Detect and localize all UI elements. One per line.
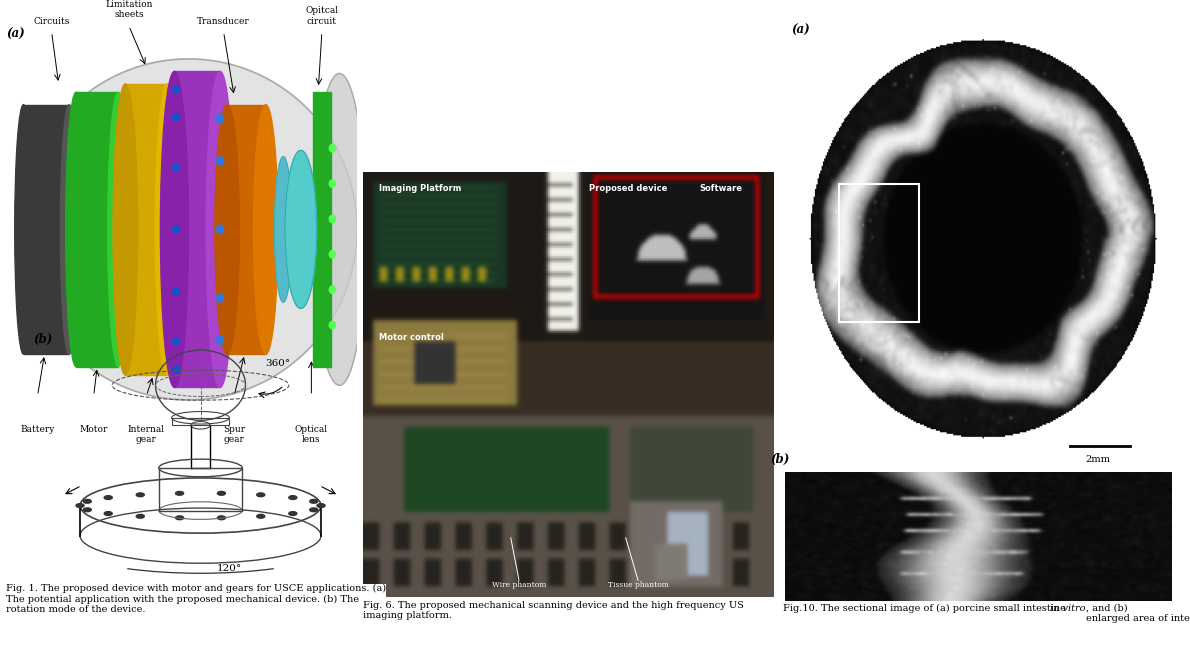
- Ellipse shape: [83, 508, 92, 512]
- Ellipse shape: [215, 105, 239, 354]
- Ellipse shape: [173, 226, 180, 233]
- Text: Software: Software: [700, 184, 743, 193]
- Ellipse shape: [20, 59, 357, 400]
- Ellipse shape: [217, 157, 224, 165]
- Ellipse shape: [286, 150, 317, 308]
- Ellipse shape: [330, 251, 336, 258]
- Ellipse shape: [317, 504, 325, 508]
- Ellipse shape: [176, 516, 183, 519]
- Ellipse shape: [253, 105, 278, 354]
- Text: Limitation
sheets: Limitation sheets: [105, 0, 152, 19]
- Ellipse shape: [330, 215, 336, 223]
- Ellipse shape: [217, 115, 224, 123]
- Ellipse shape: [76, 504, 84, 508]
- Ellipse shape: [173, 366, 180, 373]
- Ellipse shape: [113, 84, 138, 375]
- Ellipse shape: [313, 73, 365, 385]
- Ellipse shape: [217, 225, 224, 234]
- Ellipse shape: [173, 86, 180, 93]
- Text: Proposed device: Proposed device: [589, 184, 668, 193]
- Ellipse shape: [173, 288, 180, 296]
- Ellipse shape: [173, 226, 180, 233]
- Text: Circuits: Circuits: [33, 16, 70, 26]
- Ellipse shape: [173, 366, 180, 373]
- Ellipse shape: [155, 84, 180, 375]
- Ellipse shape: [105, 496, 112, 500]
- Text: Battery: Battery: [20, 425, 55, 434]
- Ellipse shape: [289, 496, 296, 500]
- Text: Wire phantom: Wire phantom: [491, 581, 546, 589]
- Ellipse shape: [83, 500, 92, 503]
- Ellipse shape: [173, 114, 180, 121]
- Ellipse shape: [218, 516, 225, 519]
- Text: Spur
gear: Spur gear: [223, 425, 245, 444]
- Ellipse shape: [289, 512, 296, 515]
- Ellipse shape: [330, 180, 336, 187]
- Text: Fig. 1. The proposed device with motor and gears for USCE applications. (a)
The : Fig. 1. The proposed device with motor a…: [6, 584, 386, 614]
- Ellipse shape: [161, 71, 188, 387]
- Ellipse shape: [105, 512, 112, 515]
- Text: (b): (b): [33, 333, 52, 345]
- Text: (b): (b): [770, 453, 789, 465]
- Text: Opitcal
circuit: Opitcal circuit: [306, 7, 338, 26]
- Ellipse shape: [136, 514, 144, 518]
- Ellipse shape: [275, 156, 292, 302]
- Ellipse shape: [108, 92, 129, 367]
- Ellipse shape: [14, 105, 32, 354]
- Polygon shape: [76, 92, 118, 367]
- Polygon shape: [313, 92, 331, 367]
- Text: Motor: Motor: [80, 425, 108, 434]
- Text: Transducer: Transducer: [198, 16, 250, 26]
- Text: , and (b)
enlarged area of interest, shown with 46 dB dynamic range.: , and (b) enlarged area of interest, sho…: [1086, 604, 1190, 623]
- Ellipse shape: [217, 115, 224, 123]
- Ellipse shape: [309, 508, 318, 512]
- Text: Motor control: Motor control: [380, 333, 444, 343]
- Ellipse shape: [257, 514, 264, 518]
- Ellipse shape: [61, 105, 77, 354]
- Ellipse shape: [218, 492, 225, 495]
- Ellipse shape: [173, 288, 180, 296]
- Text: in vitro: in vitro: [1050, 604, 1085, 613]
- Ellipse shape: [173, 114, 180, 121]
- Text: Imaging Platform: Imaging Platform: [380, 184, 462, 193]
- Ellipse shape: [313, 94, 331, 364]
- Ellipse shape: [173, 164, 180, 171]
- Polygon shape: [175, 71, 220, 387]
- Ellipse shape: [65, 92, 87, 367]
- Ellipse shape: [330, 321, 336, 329]
- Ellipse shape: [309, 500, 318, 503]
- Ellipse shape: [217, 294, 224, 302]
- Ellipse shape: [330, 286, 336, 294]
- Text: (a): (a): [791, 24, 809, 37]
- Ellipse shape: [217, 336, 224, 345]
- Text: Internal
gear: Internal gear: [127, 425, 165, 444]
- Text: Fig. 6. The proposed mechanical scanning device and the high frequency US
imagin: Fig. 6. The proposed mechanical scanning…: [363, 601, 744, 620]
- Text: Optical
lens: Optical lens: [295, 425, 328, 444]
- Text: (a): (a): [6, 28, 25, 41]
- Polygon shape: [227, 105, 265, 354]
- Text: Fig.10. The sectional image of (a) porcine small intestine: Fig.10. The sectional image of (a) porci…: [783, 604, 1069, 613]
- Ellipse shape: [173, 86, 180, 93]
- Ellipse shape: [217, 225, 224, 234]
- Bar: [839, 184, 919, 322]
- Ellipse shape: [173, 338, 180, 345]
- Text: 2mm: 2mm: [1085, 455, 1110, 464]
- Text: Tissue phantom: Tissue phantom: [608, 581, 669, 589]
- Ellipse shape: [206, 71, 234, 387]
- Ellipse shape: [217, 294, 224, 302]
- Ellipse shape: [173, 338, 180, 345]
- Ellipse shape: [176, 492, 183, 495]
- Ellipse shape: [217, 157, 224, 165]
- Polygon shape: [125, 84, 168, 375]
- Ellipse shape: [137, 493, 144, 497]
- Ellipse shape: [217, 336, 224, 345]
- Text: 360°: 360°: [265, 358, 290, 368]
- Text: 120°: 120°: [217, 564, 242, 574]
- Ellipse shape: [330, 145, 336, 152]
- Ellipse shape: [257, 493, 265, 497]
- Polygon shape: [24, 105, 69, 354]
- Ellipse shape: [173, 164, 180, 171]
